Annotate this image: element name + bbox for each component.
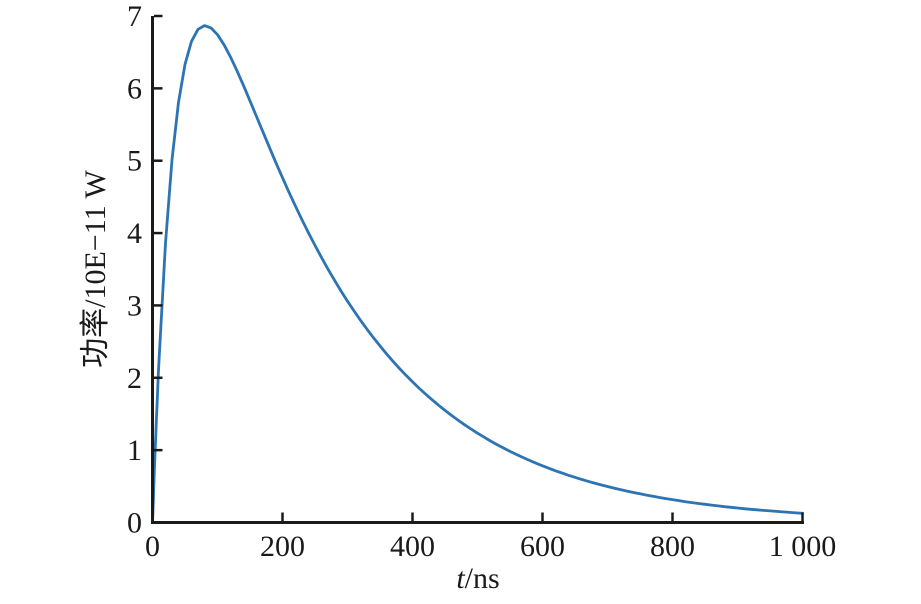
x-tick-label: 1 000 [769, 530, 837, 563]
x-tick-label: 400 [390, 530, 435, 563]
x-tick-label: 800 [650, 530, 695, 563]
y-tick-label: 2 [127, 362, 142, 395]
x-axis-label-variable: t [456, 562, 465, 595]
x-axis-ticks: 0 200 400 600 800 1 000 [145, 512, 837, 563]
power-curve [151, 24, 804, 524]
x-axis-label: t/ns [456, 562, 499, 595]
y-tick-label: 5 [127, 145, 142, 178]
y-tick-label: 4 [127, 217, 142, 250]
x-tick-label: 200 [260, 530, 305, 563]
x-tick-label: 0 [145, 530, 160, 563]
y-tick-label: 6 [127, 72, 142, 105]
y-tick-label: 7 [127, 0, 142, 33]
x-tick-label: 600 [520, 530, 565, 563]
y-axis-label: 功率/10E−11 W [79, 169, 112, 367]
y-tick-label: 0 [127, 507, 142, 540]
y-tick-label: 1 [127, 434, 142, 467]
x-axis-label-unit: /ns [465, 562, 500, 595]
axes [151, 16, 804, 524]
y-tick-label: 3 [127, 289, 142, 322]
y-axis-ticks: 0 1 2 3 4 5 6 7 [127, 0, 163, 540]
